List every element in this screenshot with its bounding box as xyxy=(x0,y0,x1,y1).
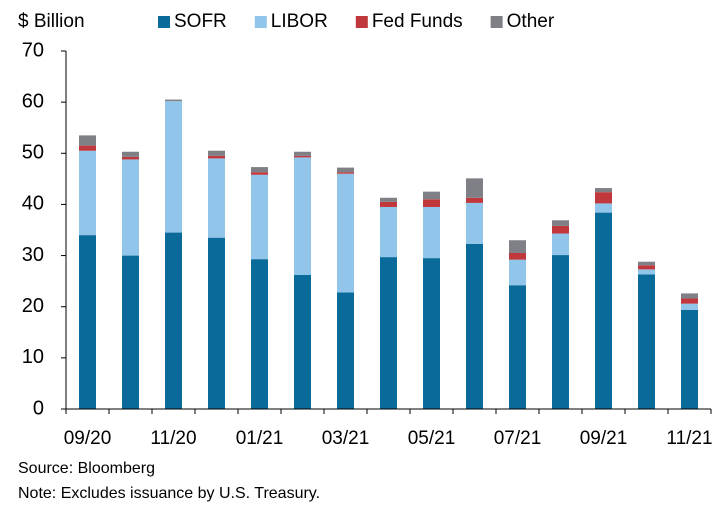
bar-segment xyxy=(423,199,440,207)
bar-segment xyxy=(638,261,655,266)
bar-segment xyxy=(681,303,698,310)
bar-segment xyxy=(79,150,96,236)
x-tick-label: 11/20 xyxy=(150,428,196,449)
bar-segment xyxy=(294,157,311,276)
bar-segment xyxy=(337,173,354,293)
y-axis-label: $ Billion xyxy=(18,11,85,32)
bar-segment xyxy=(595,212,612,409)
bar-segment xyxy=(681,309,698,409)
legend-swatch xyxy=(490,16,503,28)
bar-segment xyxy=(552,233,569,256)
y-tick-label: 40 xyxy=(22,193,44,215)
bar-segment xyxy=(681,298,698,304)
x-tick-label: 03/21 xyxy=(322,428,370,449)
bar-segment xyxy=(251,172,268,175)
y-tick-label: 20 xyxy=(22,295,44,317)
bar-segment xyxy=(208,150,225,156)
bar-segment xyxy=(423,258,440,409)
bar-segment xyxy=(380,201,397,207)
y-tick-label: 60 xyxy=(22,90,44,112)
bar-segment xyxy=(466,202,483,244)
bar-segment xyxy=(251,259,268,409)
bar-segment xyxy=(165,101,182,233)
bar-segment xyxy=(466,243,483,409)
x-tick-label: 01/21 xyxy=(236,428,284,449)
bar-segment xyxy=(638,269,655,275)
bar-segment xyxy=(208,158,225,238)
legend-label: SOFR xyxy=(174,11,227,32)
bar-segment xyxy=(380,197,397,202)
x-tick-label: 09/21 xyxy=(580,428,628,449)
bar-segment xyxy=(294,151,311,156)
bar-segment xyxy=(423,191,440,200)
bar-segment xyxy=(552,255,569,409)
bar-segment xyxy=(423,206,440,259)
bar-segment xyxy=(251,174,268,260)
bar-segment xyxy=(466,178,483,198)
bar-segment xyxy=(208,155,225,159)
y-tick-label: 30 xyxy=(22,244,44,266)
bar-segment xyxy=(337,172,354,174)
bar-segment xyxy=(638,274,655,409)
legend-label: Fed Funds xyxy=(372,11,463,32)
bar-segment xyxy=(79,145,96,151)
bar-segment xyxy=(552,220,569,226)
bar-segment xyxy=(337,167,354,173)
bar-segment xyxy=(509,285,526,409)
bar-segment xyxy=(79,235,96,409)
bar-segment xyxy=(337,292,354,409)
bar-segment xyxy=(122,159,139,256)
bar-segment xyxy=(122,156,139,160)
bar-segment xyxy=(509,240,526,254)
bar-segment xyxy=(638,265,655,270)
bar-segment xyxy=(122,151,139,157)
bar-segment xyxy=(595,192,612,204)
bar-segment xyxy=(122,255,139,409)
bar-segment xyxy=(380,257,397,409)
x-tick-label: 05/21 xyxy=(408,428,456,449)
x-tick-label: 07/21 xyxy=(494,428,542,449)
bar-segment xyxy=(294,275,311,409)
bar-segment xyxy=(681,293,698,299)
y-tick-label: 10 xyxy=(22,346,44,368)
bar-segment xyxy=(595,188,612,193)
y-tick-label: 50 xyxy=(22,142,44,164)
note: Note: Excludes issuance by U.S. Treasury… xyxy=(18,485,320,502)
bar-segment xyxy=(380,206,397,258)
bar-segment xyxy=(552,225,569,234)
bar-segment xyxy=(466,197,483,203)
bar-segment xyxy=(294,155,311,158)
source: Source: Bloomberg xyxy=(18,460,155,477)
legend-swatch xyxy=(254,16,267,28)
x-tick-label: 11/21 xyxy=(666,428,712,449)
legend-label: Other xyxy=(507,11,555,32)
legend-swatch xyxy=(158,16,170,28)
legend-swatch xyxy=(355,16,368,28)
x-tick-label: 09/20 xyxy=(64,428,112,449)
bar-segment xyxy=(509,259,526,286)
bar-segment xyxy=(79,135,96,146)
y-tick-label: 70 xyxy=(22,39,44,61)
legend-label: LIBOR xyxy=(271,11,328,32)
bar-segment xyxy=(509,253,526,260)
bar-segment xyxy=(251,167,268,173)
bar-segment xyxy=(208,237,225,409)
y-tick-label: 0 xyxy=(33,397,44,419)
bar-segment xyxy=(165,99,182,102)
bar-segment xyxy=(595,203,612,213)
bar-segment xyxy=(165,232,182,409)
